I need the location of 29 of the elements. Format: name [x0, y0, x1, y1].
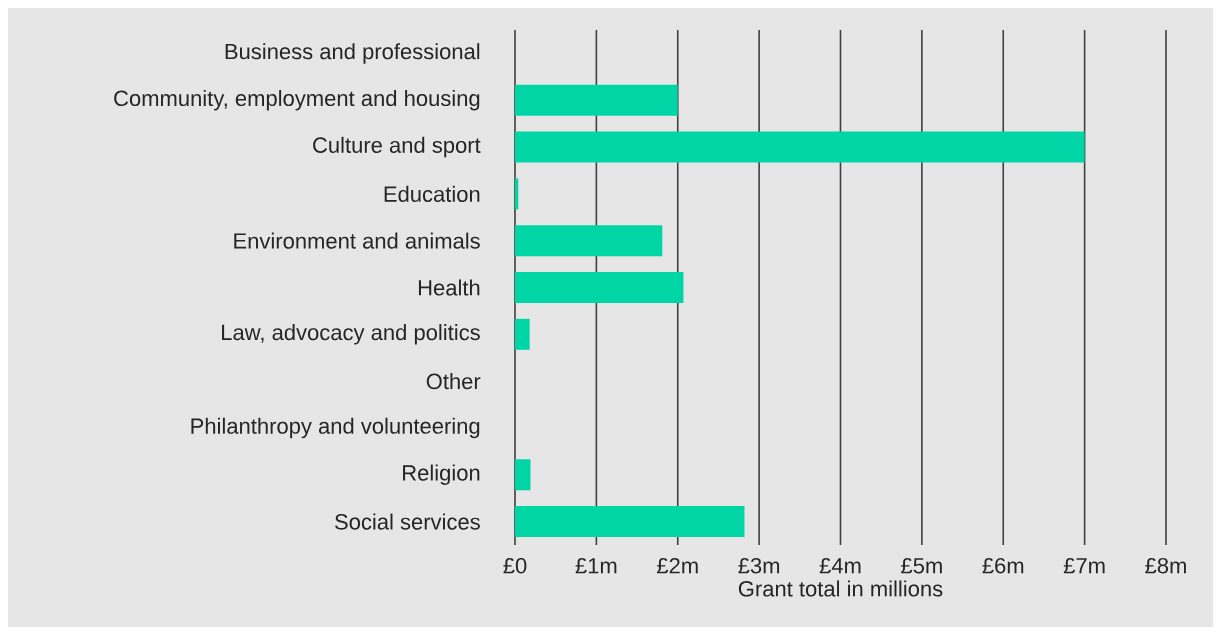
- y-tick-label: Religion: [403, 464, 480, 486]
- x-axis-title: Grant total in millions: [738, 580, 943, 597]
- x-tick-label: £4m: [819, 557, 861, 574]
- bar: [515, 271, 684, 303]
- bar: [515, 318, 530, 350]
- y-tick-label: Community, employment and housing: [114, 89, 480, 111]
- y-tick-label: Environment and animals: [234, 232, 480, 249]
- y-tick-label: Education: [384, 185, 480, 202]
- x-tick-label: £2m: [656, 557, 698, 574]
- y-tick-label: Philanthropy and volunteering: [191, 417, 480, 439]
- x-tick-label: £0: [503, 557, 527, 574]
- y-tick-label: Social services: [335, 513, 480, 530]
- y-tick-label: Culture and sport: [313, 136, 481, 158]
- y-tick-label: Law, advocacy and politics: [222, 324, 480, 345]
- y-tick-label: Health: [418, 279, 480, 296]
- x-tick-label: £7m: [1063, 557, 1105, 574]
- y-tick-label: Business and professional: [225, 43, 480, 64]
- bar: [515, 506, 745, 538]
- x-tick-label: £8m: [1145, 557, 1186, 574]
- x-tick-label: £3m: [738, 557, 780, 574]
- bar: [515, 178, 519, 210]
- bar: [515, 84, 678, 116]
- bar: [515, 225, 663, 257]
- bar: [515, 131, 1085, 163]
- x-tick-label: £1m: [575, 557, 617, 574]
- bar: [515, 459, 531, 491]
- x-tick-label: £6m: [982, 557, 1024, 574]
- x-tick-label: £5m: [901, 557, 942, 574]
- y-tick-label: Other: [426, 373, 481, 390]
